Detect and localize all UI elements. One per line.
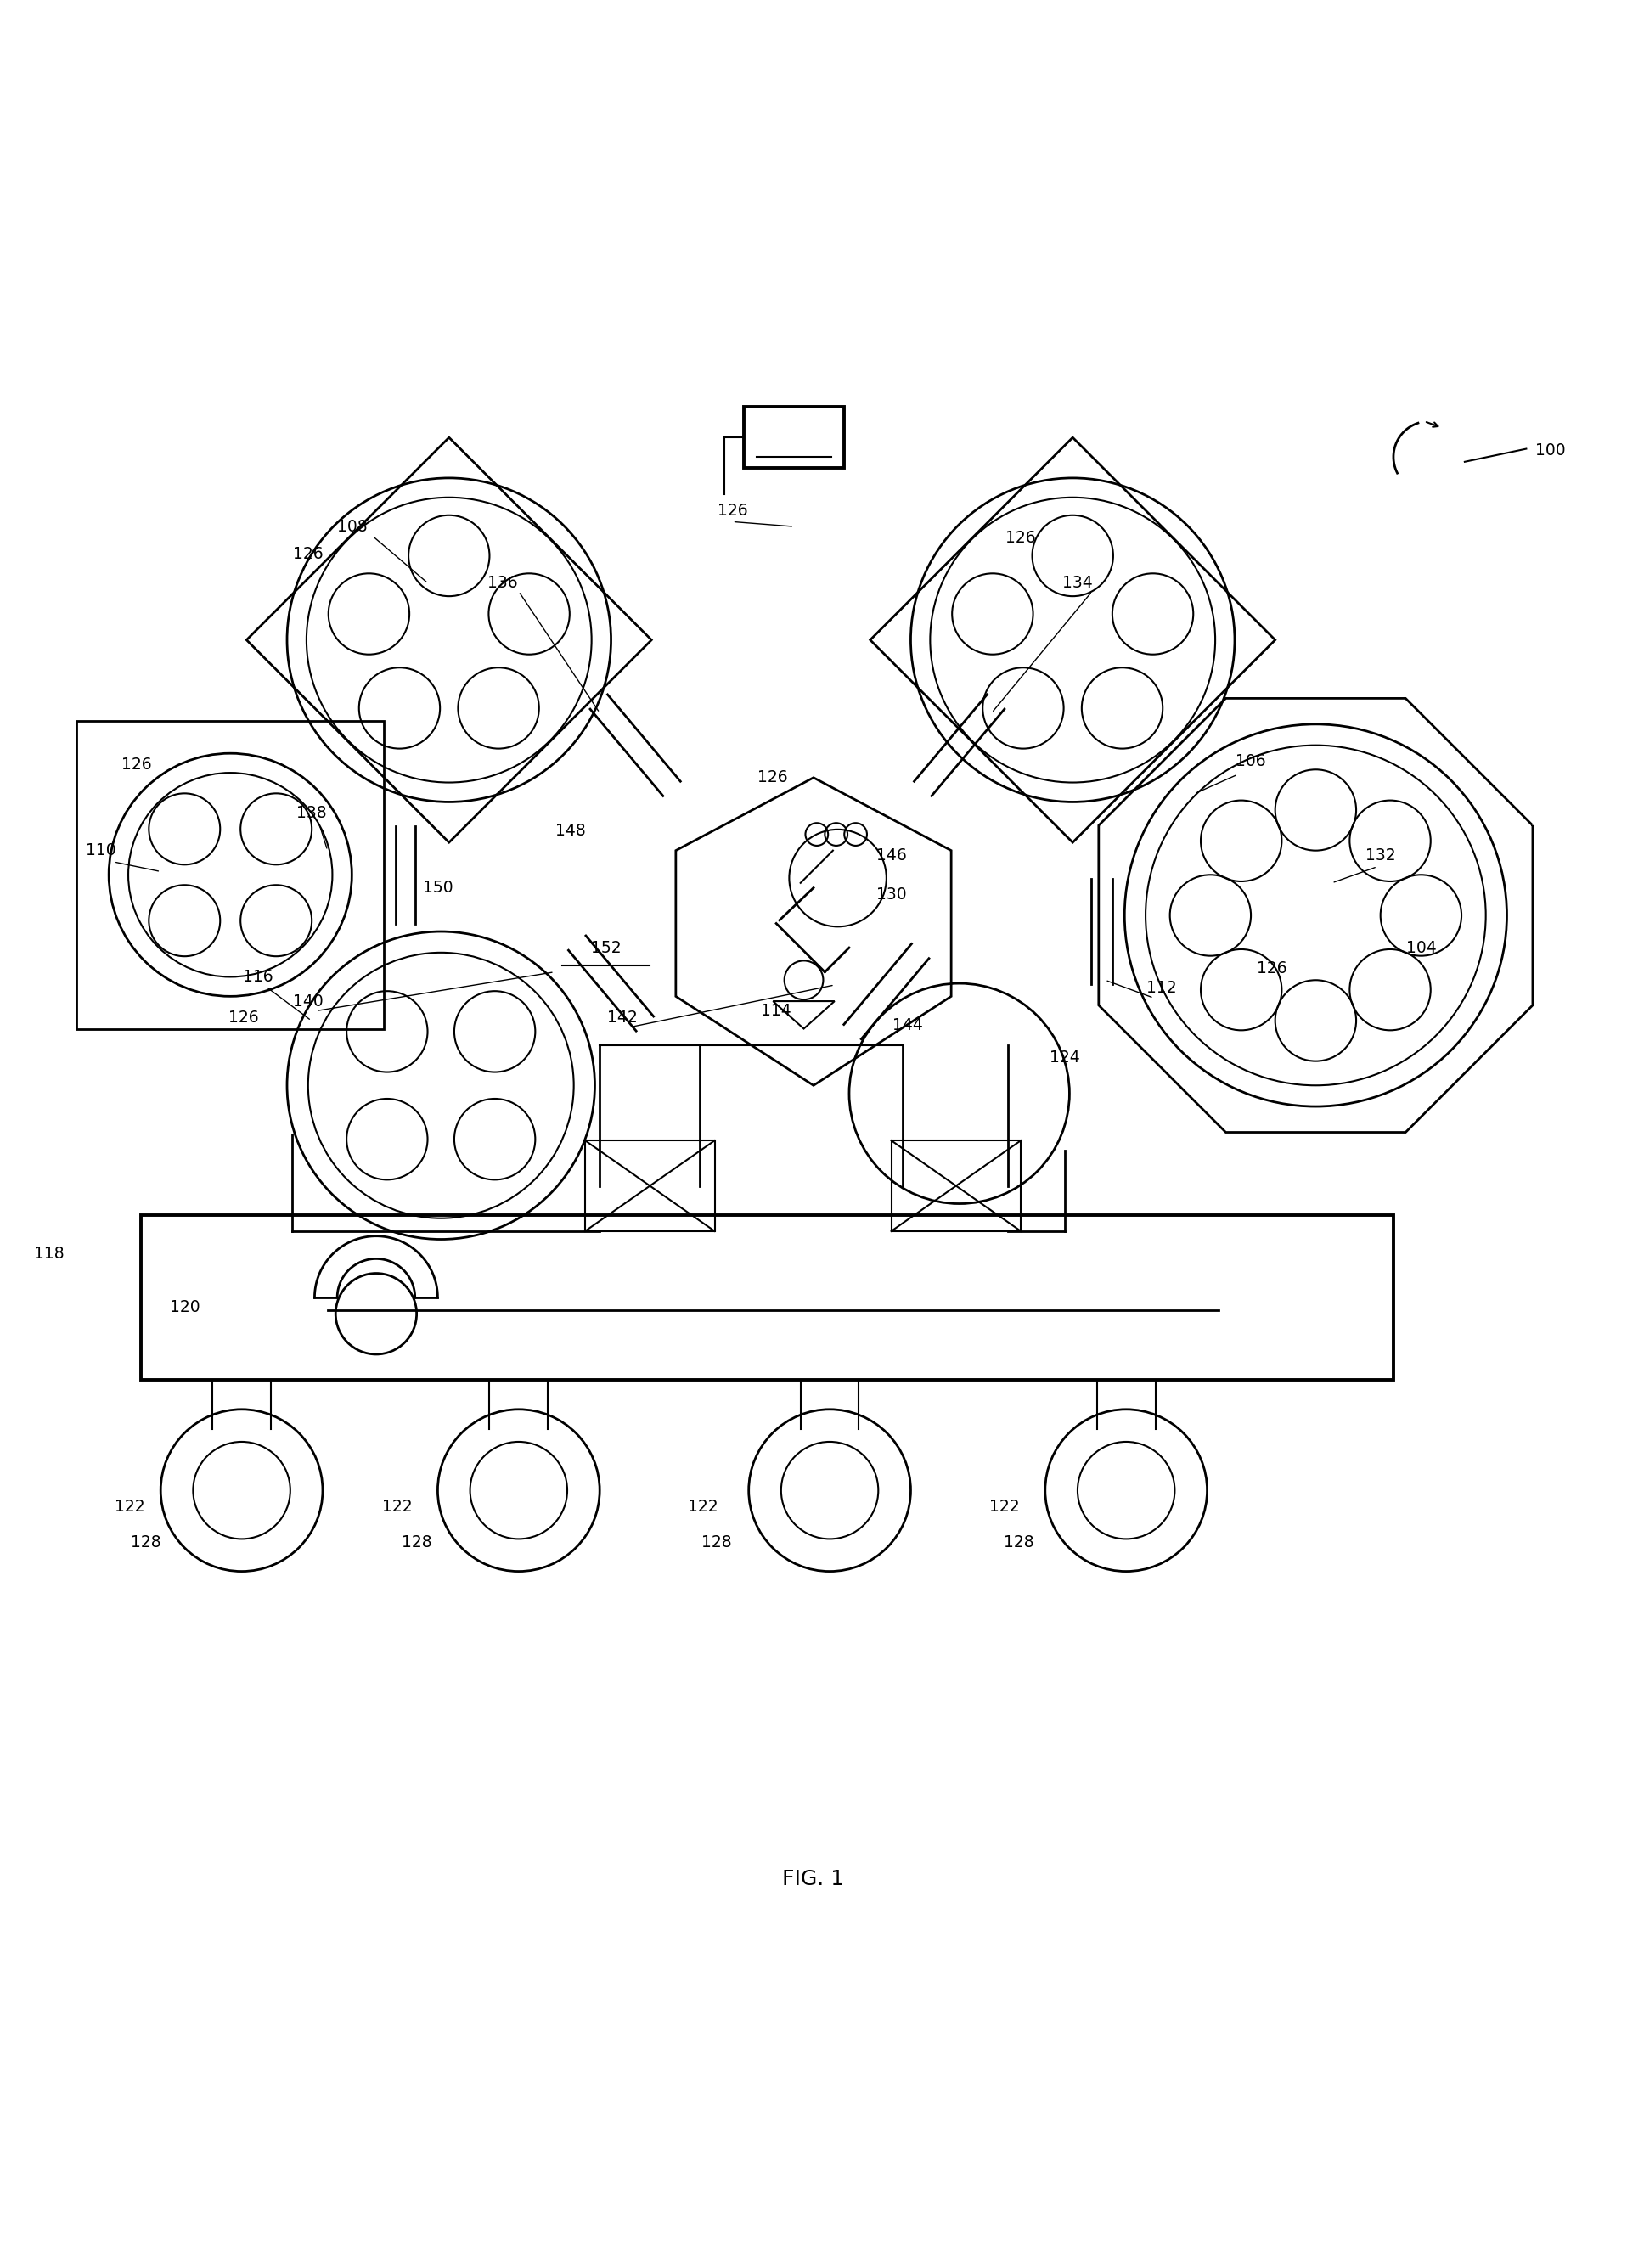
Text: 126: 126 — [293, 547, 324, 562]
Text: 126: 126 — [122, 758, 151, 773]
Text: 128: 128 — [402, 1533, 431, 1551]
Text: 126: 126 — [1256, 962, 1287, 978]
Text: 138: 138 — [296, 805, 327, 821]
Text: 126: 126 — [758, 769, 787, 785]
Text: 126: 126 — [1005, 531, 1036, 547]
Text: 114: 114 — [761, 1002, 791, 1018]
Text: 100: 100 — [1536, 442, 1565, 458]
Text: 134: 134 — [1062, 576, 1093, 592]
Text: 118: 118 — [34, 1245, 63, 1261]
Text: 126: 126 — [718, 501, 748, 519]
Text: 128: 128 — [130, 1533, 161, 1551]
Text: 152: 152 — [591, 939, 622, 955]
Text: 128: 128 — [1004, 1533, 1035, 1551]
Text: 122: 122 — [116, 1499, 145, 1515]
Text: 122: 122 — [382, 1499, 412, 1515]
Text: 150: 150 — [423, 880, 452, 896]
Bar — [892, 1141, 1020, 1232]
Text: 130: 130 — [875, 887, 906, 903]
Text: 124: 124 — [1049, 1050, 1080, 1066]
Bar — [744, 406, 844, 467]
Text: 108: 108 — [337, 519, 368, 535]
Text: 116: 116 — [242, 968, 273, 984]
Bar — [586, 1141, 714, 1232]
Text: 132: 132 — [1365, 848, 1396, 864]
Text: 122: 122 — [688, 1499, 719, 1515]
Text: 144: 144 — [892, 1018, 923, 1034]
Text: 106: 106 — [1237, 753, 1266, 769]
Text: 104: 104 — [1406, 939, 1437, 955]
Text: 148: 148 — [555, 823, 586, 839]
Text: 142: 142 — [607, 1009, 638, 1025]
Bar — [142, 1216, 1393, 1381]
Text: 140: 140 — [293, 993, 324, 1009]
Text: 122: 122 — [989, 1499, 1020, 1515]
Text: FIG. 1: FIG. 1 — [783, 1869, 844, 1889]
Text: 112: 112 — [1147, 980, 1176, 996]
Text: 110: 110 — [86, 841, 116, 860]
Text: 128: 128 — [701, 1533, 732, 1551]
Text: 120: 120 — [169, 1300, 200, 1315]
Text: 136: 136 — [488, 576, 517, 592]
Text: 126: 126 — [228, 1009, 259, 1025]
Text: 102: 102 — [779, 429, 809, 445]
Text: 146: 146 — [875, 848, 906, 864]
